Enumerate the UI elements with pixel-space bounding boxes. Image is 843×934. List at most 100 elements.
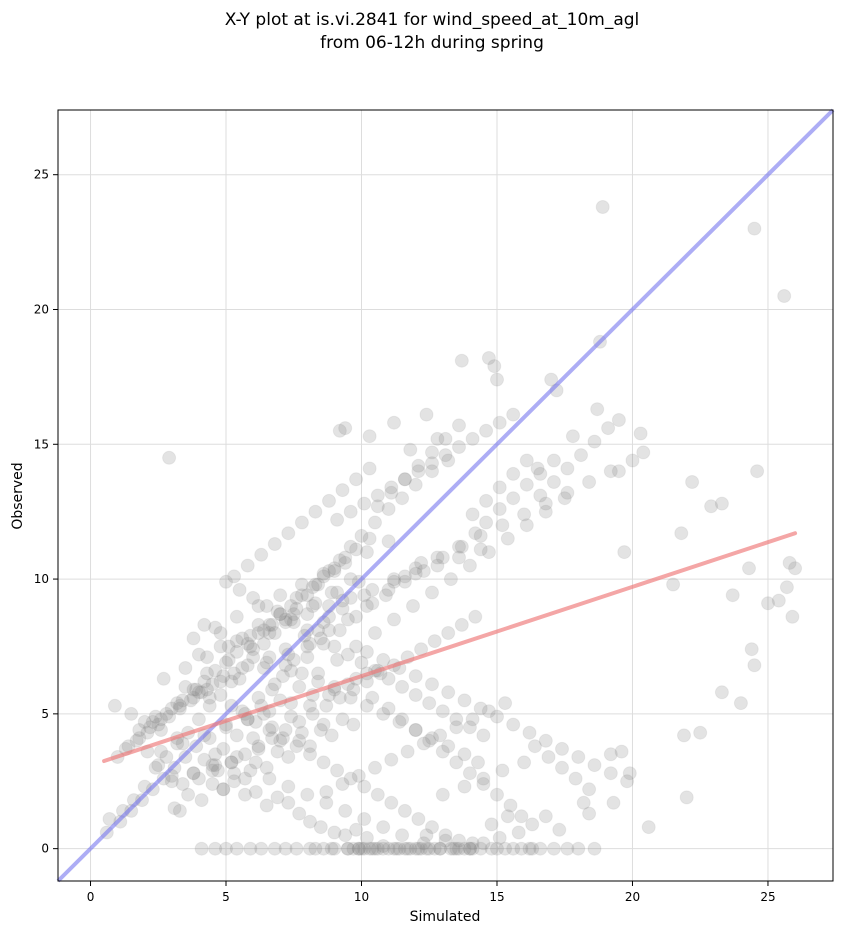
scatter-point [750, 464, 765, 479]
scatter-point [362, 841, 377, 856]
scatter-point [322, 564, 336, 578]
scatter-point [340, 841, 355, 856]
scatter-point [368, 515, 382, 530]
scatter-point [761, 596, 775, 611]
scatter-point [408, 566, 423, 581]
scatter-point [411, 464, 426, 479]
scatter-point [555, 741, 569, 756]
scatter-point [674, 526, 689, 541]
scatter-point [457, 841, 472, 856]
scatter-point [365, 582, 380, 597]
scatter-point [273, 607, 288, 622]
scatter-point [191, 712, 206, 727]
scatter-point [284, 663, 298, 678]
scatter-point [332, 623, 347, 638]
scatter-point [303, 739, 317, 754]
scatter-point [397, 472, 412, 487]
scatter-point [303, 747, 317, 762]
scatter-point [443, 841, 458, 856]
scatter-point [782, 555, 797, 570]
scatter-point [422, 733, 437, 748]
grid-lines [58, 110, 833, 881]
scatter-point [248, 785, 263, 799]
scatter-point [538, 733, 553, 748]
scatter-point [159, 750, 174, 764]
scatter-point [232, 671, 247, 686]
scatter-point [481, 351, 496, 365]
scatter-point [340, 612, 355, 627]
scatter-point [324, 841, 339, 856]
scatter-point [357, 496, 372, 511]
scatter-point [376, 841, 391, 856]
scatter-point [387, 841, 401, 856]
scatter-point [208, 747, 223, 762]
scatter-point [316, 717, 331, 732]
scatter-point [603, 464, 618, 479]
scatter-point [303, 814, 317, 829]
scatter-point [498, 696, 513, 711]
scatter-point [354, 655, 369, 670]
scatter-point [422, 841, 437, 856]
scatter-point [246, 650, 261, 665]
scatter-point [381, 671, 396, 686]
scatter-point [319, 698, 334, 713]
scatter-point [490, 372, 504, 387]
scatter-point [156, 671, 171, 686]
scatter-point [666, 577, 681, 592]
scatter-point [357, 588, 372, 603]
scatter-point [557, 491, 572, 506]
scatter-point [227, 774, 242, 789]
scatter-point [267, 626, 282, 640]
scatter-point [479, 515, 494, 530]
scatter-point [476, 777, 491, 791]
scatter-point [408, 669, 423, 684]
scatter-point [251, 599, 266, 613]
scatter-point [251, 617, 266, 632]
scatter-point [186, 766, 201, 781]
scatter-point [462, 841, 477, 856]
scatter-point [162, 450, 177, 465]
scatter-point [300, 650, 315, 665]
scatter-point [316, 755, 331, 770]
scatter-point [251, 690, 266, 705]
chart-title-line-2: from 06-12h during spring [320, 33, 544, 53]
scatter-point [452, 539, 466, 554]
scatter-point [346, 841, 361, 856]
scatter-point [229, 609, 244, 624]
scatter-point [433, 841, 448, 856]
scatter-point [495, 763, 510, 778]
scatter-point [238, 787, 252, 802]
scatter-point [300, 607, 315, 622]
scatter-point [338, 803, 353, 818]
scatter-point [259, 599, 274, 613]
scatter-point [495, 518, 510, 533]
scatter-point [335, 483, 350, 498]
scatter-point [154, 712, 168, 727]
scatter-point [246, 731, 261, 746]
scatter-point [186, 690, 201, 705]
scatter-point [281, 526, 296, 541]
scatter-point [286, 652, 301, 667]
scatter-point [224, 674, 239, 689]
scatter-point [555, 760, 569, 775]
scatter-point [471, 755, 485, 770]
scatter-point [546, 841, 561, 856]
scatter-point [636, 445, 651, 460]
scatter-point [327, 561, 342, 576]
scatter-point [340, 841, 355, 856]
scatter-point [544, 372, 559, 387]
scatter-points [99, 200, 803, 856]
scatter-point [305, 706, 320, 721]
scatter-point [546, 475, 561, 489]
scatter-point [175, 693, 190, 708]
scatter-point [197, 674, 212, 689]
scatter-point [473, 542, 488, 557]
scatter-point [175, 777, 190, 791]
scatter-point [733, 696, 748, 711]
scatter-point [289, 590, 304, 605]
scatter-point [240, 558, 255, 573]
scatter-point [625, 453, 640, 468]
scatter-point [267, 841, 282, 856]
scatter-point [406, 599, 420, 613]
scatter-point [256, 623, 271, 638]
